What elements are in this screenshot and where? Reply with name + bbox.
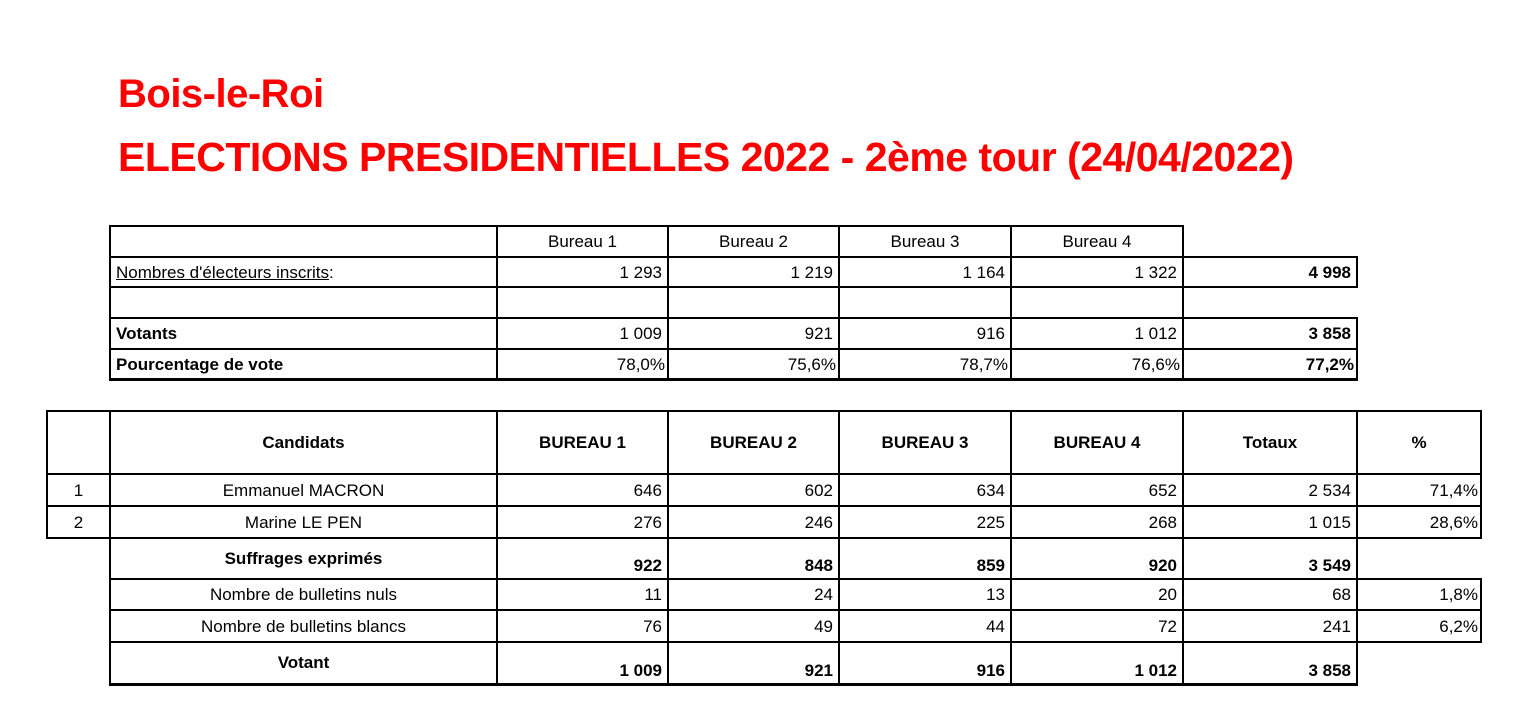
column-header-totaux: Totaux — [1242, 433, 1298, 452]
column-header-bureau-1: Bureau 1 — [548, 232, 617, 251]
nuls-bureau-3: 13 — [986, 585, 1005, 604]
suffrages-total: 3 549 — [1308, 556, 1351, 575]
pourcentage-bureau-3: 78,7% — [959, 354, 1008, 374]
inscrits-label: Nombres d'électeurs inscrits — [116, 262, 329, 282]
blancs-label: Nombre de bulletins blancs — [200, 616, 407, 636]
votant-label: Votant — [277, 653, 330, 672]
column-header-bureau-1: BUREAU 1 — [539, 433, 626, 452]
candidate-bureau-1: 646 — [633, 480, 662, 500]
candidate-number: 2 — [73, 512, 84, 532]
nuls-bureau-4: 20 — [1158, 585, 1177, 604]
candidate-number: 1 — [73, 480, 84, 500]
column-header-bureau-3: BUREAU 3 — [881, 433, 969, 452]
inscrits-bureau-1: 1 293 — [619, 262, 662, 282]
candidate-bureau-4: 652 — [1148, 480, 1177, 500]
votants-bureau-1: 1 009 — [619, 324, 662, 343]
candidate-total: 2 534 — [1308, 480, 1351, 500]
row-label-inscrits: Nombres d'électeurs inscrits : — [110, 258, 497, 286]
column-header-candidats: Candidats — [262, 433, 345, 452]
pourcentage-bureau-2: 75,6% — [787, 354, 836, 374]
inscrits-suffix: : — [328, 262, 334, 282]
candidate-name: Emmanuel MACRON — [222, 480, 385, 500]
row-label-pourcentage: Pourcentage de vote — [116, 354, 284, 374]
votant-bureau-2: 921 — [804, 661, 833, 680]
candidate-pct: 71,4% — [1429, 480, 1478, 500]
votants-bureau-3: 916 — [976, 324, 1005, 343]
votant-bureau-3: 916 — [976, 661, 1005, 680]
pourcentage-bureau-4: 76,6% — [1131, 354, 1180, 374]
pourcentage-bureau-1: 78,0% — [616, 354, 665, 374]
town-title: Bois-le-Roi — [118, 72, 324, 116]
suffrages-bureau-4: 920 — [1148, 556, 1177, 575]
candidate-total: 1 015 — [1308, 512, 1351, 532]
blancs-pct: 6,2% — [1439, 616, 1478, 636]
column-header-bureau-2: BUREAU 2 — [710, 433, 797, 452]
blancs-bureau-4: 72 — [1158, 616, 1177, 636]
inscrits-bureau-3: 1 164 — [962, 262, 1005, 282]
blancs-bureau-3: 44 — [986, 616, 1005, 636]
column-header-bureau-4: Bureau 4 — [1062, 232, 1132, 251]
blancs-bureau-2: 49 — [814, 616, 833, 636]
suffrages-bureau-1: 922 — [633, 556, 662, 575]
votant-bureau-4: 1 012 — [1134, 661, 1177, 680]
candidate-name: Marine LE PEN — [244, 512, 363, 532]
votants-bureau-2: 921 — [804, 324, 833, 343]
candidate-bureau-2: 602 — [804, 480, 833, 500]
nuls-total: 68 — [1332, 585, 1351, 604]
candidate-bureau-2: 246 — [804, 512, 833, 532]
nuls-pct: 1,8% — [1439, 585, 1478, 604]
suffrages-bureau-2: 848 — [804, 556, 833, 575]
candidate-pct: 28,6% — [1429, 512, 1478, 532]
column-header-bureau-3: Bureau 3 — [890, 232, 960, 251]
votant-bureau-1: 1 009 — [619, 661, 662, 680]
row-label-votants: Votants — [116, 324, 178, 343]
candidate-bureau-3: 225 — [976, 512, 1005, 532]
candidate-bureau-1: 276 — [633, 512, 662, 532]
column-header-bureau-4: BUREAU 4 — [1053, 433, 1141, 452]
inscrits-bureau-2: 1 219 — [790, 262, 833, 282]
candidate-bureau-3: 634 — [976, 480, 1005, 500]
nuls-label: Nombre de bulletins nuls — [209, 585, 398, 604]
blancs-bureau-1: 76 — [643, 616, 662, 636]
pourcentage-total: 77,2% — [1305, 354, 1354, 374]
suffrages-label: Suffrages exprimés — [224, 549, 383, 568]
votants-bureau-4: 1 012 — [1134, 324, 1177, 343]
votants-total: 3 858 — [1308, 324, 1351, 343]
suffrages-bureau-3: 859 — [976, 556, 1005, 575]
election-title: ELECTIONS PRESIDENTIELLES 2022 - 2ème to… — [118, 134, 1294, 180]
inscrits-bureau-4: 1 322 — [1134, 262, 1177, 282]
nuls-bureau-2: 24 — [814, 585, 833, 604]
blancs-total: 241 — [1322, 616, 1351, 636]
nuls-bureau-1: 11 — [644, 585, 662, 604]
votant-total: 3 858 — [1308, 661, 1351, 680]
candidate-bureau-4: 268 — [1148, 512, 1177, 532]
column-header-pct: % — [1411, 433, 1427, 452]
column-header-bureau-2: Bureau 2 — [719, 232, 788, 251]
inscrits-total: 4 998 — [1308, 262, 1351, 282]
